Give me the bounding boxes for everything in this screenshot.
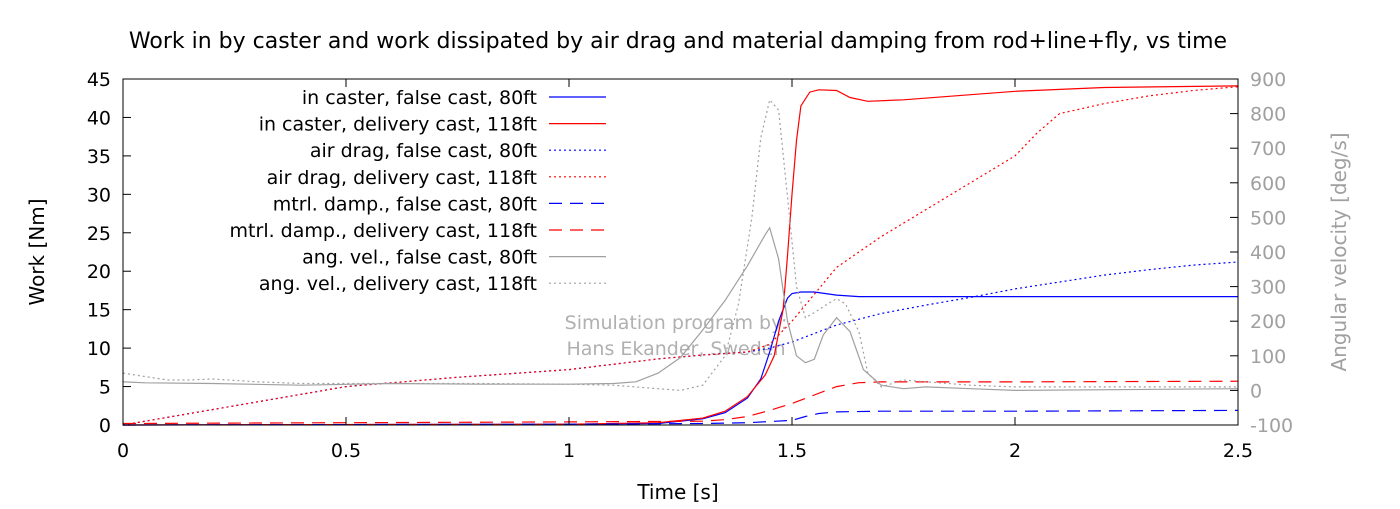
- y2-tick-label: 200: [1250, 311, 1286, 333]
- x-tick-label: 1.5: [777, 440, 807, 462]
- y-tick-label: 15: [87, 300, 111, 322]
- y2-tick-label: 400: [1250, 242, 1286, 264]
- legend: in caster, false cast, 80ft in caster, de…: [230, 87, 606, 295]
- x-tick-label: 0.5: [331, 440, 361, 462]
- watermark: Simulation program by: Hans Ekander, Swe…: [565, 312, 788, 360]
- legend-label-1: in caster, false cast, 80ft: [302, 87, 537, 109]
- x-tick-label: 1: [563, 440, 575, 462]
- y2-tick-label: 500: [1250, 207, 1286, 229]
- x-tick-label: 2: [1009, 440, 1021, 462]
- legend-label-4: air drag, delivery cast, 118ft: [267, 167, 537, 189]
- y-tick-label: 5: [99, 377, 111, 399]
- watermark-line-1: Simulation program by:: [565, 312, 788, 334]
- y-tick-label: 45: [87, 69, 111, 91]
- series-line-6: [122, 380, 1239, 425]
- series-layer: [122, 85, 1239, 426]
- y2-axis-label: Angular velocity [deg/s]: [1327, 132, 1351, 371]
- y2-tick-label: 300: [1250, 277, 1286, 299]
- x-tick-label: 0: [117, 440, 129, 462]
- ticks-layer: 0 0.5 1 1.5 2 2.5 0 5 10 15 20 25 30 35 40 45 -100 0 100 20…: [87, 69, 1293, 462]
- y2-tick-label: 700: [1250, 138, 1286, 160]
- x-axis-label: Time [s]: [636, 480, 718, 504]
- y-tick-label: 30: [87, 184, 111, 206]
- y2-tick-label: 0: [1250, 380, 1262, 402]
- legend-label-7: ang. vel., false cast, 80ft: [302, 247, 537, 269]
- y2-tick-label: 900: [1250, 69, 1286, 91]
- y2-tick-label: 800: [1250, 104, 1286, 126]
- y-tick-label: 0: [99, 415, 111, 437]
- y2-tick-label: -100: [1250, 415, 1293, 437]
- y2-tick-label: 600: [1250, 173, 1286, 195]
- x-tick-label: 2.5: [1223, 440, 1253, 462]
- legend-label-8: ang. vel., delivery cast, 118ft: [259, 273, 537, 295]
- y-tick-label: 40: [87, 107, 111, 129]
- y-tick-label: 35: [87, 146, 111, 168]
- series-line-8: [122, 98, 1238, 392]
- y-axis-label: Work [Nm]: [25, 198, 49, 305]
- legend-label-3: air drag, false cast, 80ft: [310, 140, 537, 162]
- legend-label-2: in caster, delivery cast, 118ft: [259, 114, 537, 136]
- y-tick-label: 10: [87, 338, 111, 360]
- y-tick-label: 20: [87, 261, 111, 283]
- series-line-4: [122, 86, 1239, 426]
- chart-title: Work in by caster and work dissipated by…: [129, 29, 1227, 54]
- series-line-5: [122, 409, 1239, 426]
- series-line-7: [122, 226, 1239, 392]
- legend-label-5: mtrl. damp., false cast, 80ft: [273, 193, 537, 215]
- watermark-line-2: Hans Ekander, Sweden: [567, 338, 786, 360]
- legend-label-6: mtrl. damp., delivery cast, 118ft: [230, 220, 537, 242]
- y2-tick-label: 100: [1250, 346, 1286, 368]
- series-line-2: [122, 85, 1239, 426]
- y-tick-label: 25: [87, 223, 111, 245]
